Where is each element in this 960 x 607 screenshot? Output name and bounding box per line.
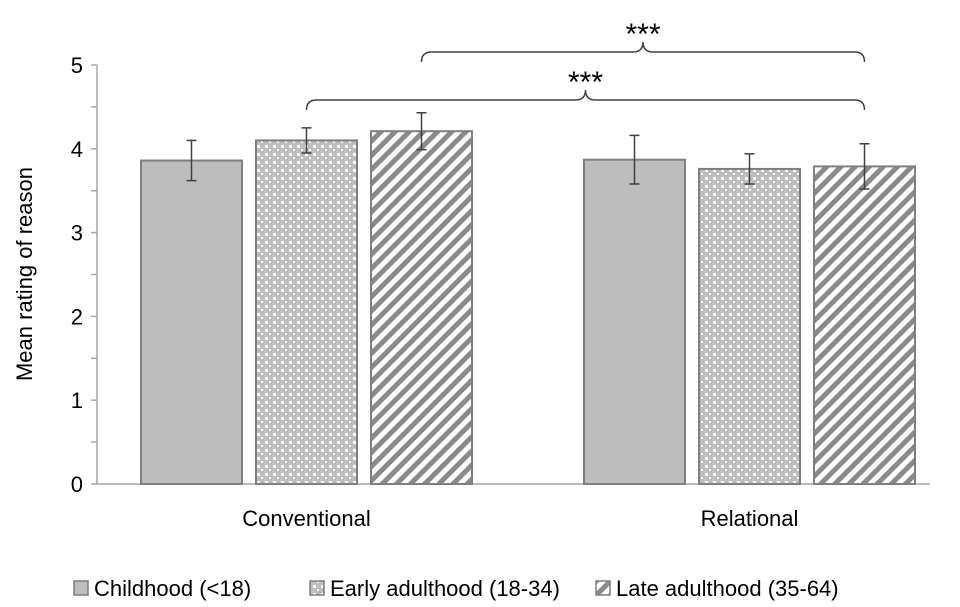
bar [370,130,473,485]
y-tick-label: 1 [71,388,83,413]
legend-swatch [595,580,611,596]
bar [813,165,916,485]
y-axis-title: Mean rating of reason [12,167,37,381]
bars [140,130,916,486]
error-bars [186,112,870,190]
bar [255,139,358,485]
significance-label: *** [568,66,603,99]
bar [583,158,686,485]
legend-label: Early adulthood (18-34) [330,576,560,601]
significance-brackets: *** *** [305,18,866,111]
y-tick-label: 0 [71,472,83,497]
y-tick-label: 3 [71,221,83,246]
bar [698,167,801,486]
significance-label: *** [625,18,660,51]
category-label: Relational [701,506,799,531]
legend-swatch [309,580,325,596]
legend-label: Late adulthood (35-64) [616,576,839,601]
significance-bracket [305,89,866,111]
category-labels: Conventional Relational [242,506,798,531]
significance-bracket [420,41,866,63]
y-tick-label: 5 [71,53,83,78]
bar [140,159,243,485]
legend-label: Childhood (<18) [94,576,251,601]
legend: Childhood (<18) Early adulthood (18-34) La… [73,576,839,601]
legend-swatch [73,580,89,596]
y-tick-label: 4 [71,137,83,162]
category-label: Conventional [242,506,370,531]
y-tick-label: 2 [71,304,83,329]
